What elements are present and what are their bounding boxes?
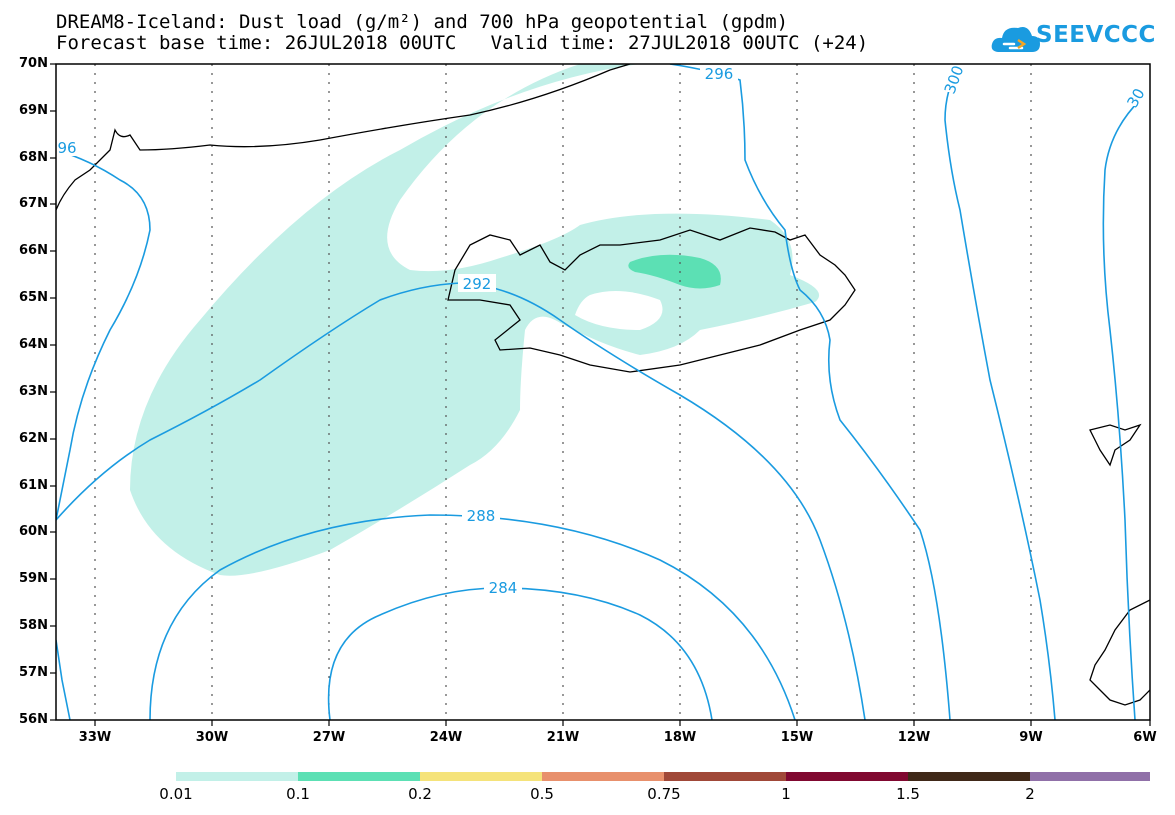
geopotential-contours: [56, 64, 1141, 720]
axis-ticks: [50, 63, 1151, 726]
contour-296-lower: [56, 639, 71, 720]
lon-label: 33W: [78, 730, 112, 745]
lat-label: 62N: [19, 431, 48, 446]
lon-label: 12W: [897, 730, 931, 745]
colorbar-label: 0.5: [530, 785, 554, 803]
lon-label: 9W: [1019, 730, 1043, 745]
colorbar-label: 0.75: [647, 785, 681, 803]
colorbar-label: 0.2: [408, 785, 432, 803]
contour-304: [1102, 99, 1141, 720]
contour-label: 288: [467, 507, 496, 525]
lon-label: 18W: [663, 730, 697, 745]
contour-296: [669, 64, 951, 720]
contour-284: [327, 587, 713, 720]
colorbar-label: 0.1: [286, 785, 310, 803]
graticule: [94, 64, 1032, 720]
lon-label: 6W: [1133, 730, 1157, 745]
contour-label: 96: [57, 139, 76, 157]
lat-label: 57N: [19, 665, 48, 680]
lat-label: 68N: [19, 150, 48, 165]
colorbar-label: 1.5: [896, 785, 920, 803]
lat-label: 65N: [19, 290, 48, 305]
contour-288: [149, 514, 796, 720]
contour-label: 296: [705, 65, 734, 83]
colorbar-label: 0.01: [159, 785, 193, 803]
lat-label: 58N: [19, 618, 48, 633]
lat-label: 67N: [19, 196, 48, 211]
contour-label: 284: [489, 579, 518, 597]
lat-label: 69N: [19, 103, 48, 118]
lat-label: 64N: [19, 337, 48, 352]
lat-label: 70N: [19, 56, 48, 71]
lon-label: 24W: [429, 730, 463, 745]
lat-label: 60N: [19, 524, 48, 539]
lon-label: 15W: [780, 730, 814, 745]
contour-label: 292: [463, 275, 492, 293]
coastline: [56, 64, 1150, 706]
colorbar-label: 2: [1025, 785, 1035, 803]
contour-300: [944, 64, 1056, 720]
lon-label: 27W: [312, 730, 346, 745]
dust-area-mid: [628, 254, 721, 289]
lat-label: 66N: [19, 243, 48, 258]
cloud-icon: [991, 27, 1040, 52]
lat-label: 56N: [19, 712, 48, 727]
colorbar: [176, 772, 1150, 781]
dust-area-white: [575, 291, 663, 330]
colorbar-label: 1: [781, 785, 791, 803]
map-title: DREAM8-Iceland: Dust load (g/m²) and 700…: [56, 11, 789, 33]
contour-296-left: [56, 149, 151, 521]
lon-label: 21W: [546, 730, 580, 745]
lat-label: 63N: [19, 384, 48, 399]
dust-area-low: [130, 64, 820, 576]
logo-text: SEEVCCC: [1036, 22, 1156, 48]
lon-label: 30W: [195, 730, 229, 745]
lat-label: 59N: [19, 571, 48, 586]
lat-label: 61N: [19, 478, 48, 493]
map-subtitle: Forecast base time: 26JUL2018 00UTC Vali…: [56, 32, 869, 54]
